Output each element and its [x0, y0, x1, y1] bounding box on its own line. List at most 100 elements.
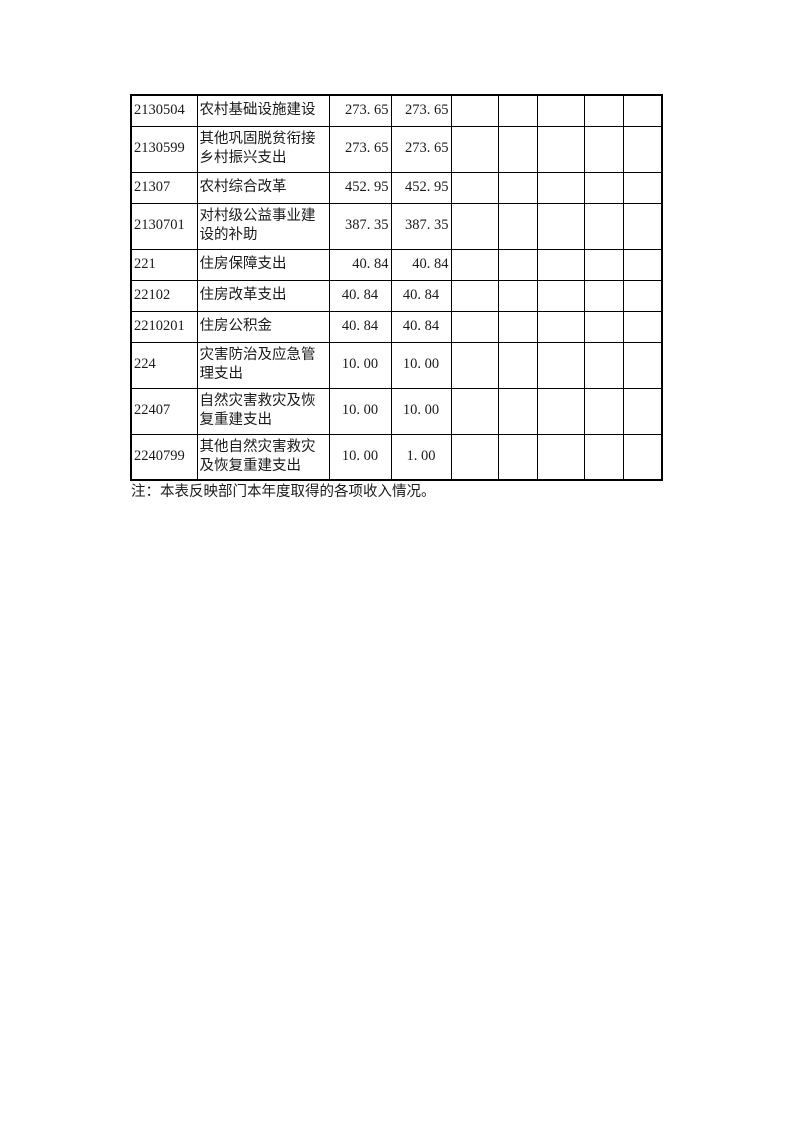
empty-cell: [536, 433, 585, 481]
empty-cell: [583, 202, 624, 250]
row-code: 22407: [130, 387, 198, 435]
empty-cell: [583, 310, 624, 343]
empty-cell: [536, 341, 585, 389]
empty-cell: [450, 310, 499, 343]
income-table-body: 2130504 农村基础设施建设 273. 65 273. 65 2130599 其他巩固…: [130, 94, 663, 481]
table-row: 2130701 对村级公益事业建设的补助 387. 35 387. 35: [130, 202, 663, 250]
row-name: 其他自然灾害救灾及恢复重建支出: [196, 433, 330, 481]
row-value: 40. 84: [390, 248, 452, 281]
empty-cell: [450, 387, 499, 435]
empty-cell: [497, 310, 538, 343]
row-code: 221: [130, 248, 198, 281]
row-name: 自然灾害救灾及恢复重建支出: [196, 387, 330, 435]
empty-cell: [622, 94, 663, 127]
empty-cell: [622, 202, 663, 250]
empty-cell: [622, 387, 663, 435]
row-value: 40. 84: [328, 310, 392, 343]
empty-cell: [583, 171, 624, 204]
empty-cell: [583, 94, 624, 127]
empty-cell: [450, 94, 499, 127]
empty-cell: [497, 248, 538, 281]
row-value: 273. 65: [390, 94, 452, 127]
row-value: 40. 84: [328, 248, 392, 281]
empty-cell: [450, 248, 499, 281]
table-row: 224 灾害防治及应急管理支出 10. 00 10. 00: [130, 341, 663, 389]
row-value: 452. 95: [328, 171, 392, 204]
row-code: 2240799: [130, 433, 198, 481]
empty-cell: [450, 125, 499, 173]
empty-cell: [497, 202, 538, 250]
row-name: 其他巩固脱贫衔接乡村振兴支出: [196, 125, 330, 173]
empty-cell: [536, 310, 585, 343]
empty-cell: [450, 279, 499, 312]
row-value: 1. 00: [390, 433, 452, 481]
empty-cell: [536, 248, 585, 281]
empty-cell: [583, 387, 624, 435]
empty-cell: [622, 171, 663, 204]
empty-cell: [450, 202, 499, 250]
table-row: 2210201 住房公积金 40. 84 40. 84: [130, 310, 663, 343]
row-name: 灾害防治及应急管理支出: [196, 341, 330, 389]
row-name: 住房公积金: [196, 310, 330, 343]
table-footnote: 注：本表反映部门本年度取得的各项收入情况。: [131, 484, 436, 500]
row-code: 2210201: [130, 310, 198, 343]
row-value: 40. 84: [328, 279, 392, 312]
row-name: 农村基础设施建设: [196, 94, 330, 127]
empty-cell: [622, 125, 663, 173]
empty-cell: [536, 171, 585, 204]
row-value: 10. 00: [390, 341, 452, 389]
empty-cell: [622, 310, 663, 343]
table-row: 22102 住房改革支出 40. 84 40. 84: [130, 279, 663, 312]
row-value: 273. 65: [328, 125, 392, 173]
empty-cell: [583, 248, 624, 281]
empty-cell: [450, 171, 499, 204]
empty-cell: [536, 387, 585, 435]
row-code: 21307: [130, 171, 198, 204]
row-value: 10. 00: [328, 433, 392, 481]
row-code: 22102: [130, 279, 198, 312]
empty-cell: [497, 125, 538, 173]
row-code: 2130701: [130, 202, 198, 250]
income-table: 2130504 农村基础设施建设 273. 65 273. 65 2130599 其他巩固…: [130, 94, 663, 481]
row-value: 40. 84: [390, 279, 452, 312]
table-row: 21307 农村综合改革 452. 95 452. 95: [130, 171, 663, 204]
empty-cell: [583, 433, 624, 481]
table-row: 2130599 其他巩固脱贫衔接乡村振兴支出 273. 65 273. 65: [130, 125, 663, 173]
empty-cell: [536, 125, 585, 173]
row-code: 224: [130, 341, 198, 389]
row-code: 2130599: [130, 125, 198, 173]
empty-cell: [583, 341, 624, 389]
row-value: 387. 35: [390, 202, 452, 250]
table-row: 2130504 农村基础设施建设 273. 65 273. 65: [130, 94, 663, 127]
row-value: 10. 00: [390, 387, 452, 435]
row-name: 住房改革支出: [196, 279, 330, 312]
empty-cell: [450, 433, 499, 481]
empty-cell: [497, 279, 538, 312]
empty-cell: [583, 279, 624, 312]
empty-cell: [622, 279, 663, 312]
empty-cell: [497, 94, 538, 127]
empty-cell: [622, 341, 663, 389]
table-row: 2240799 其他自然灾害救灾及恢复重建支出 10. 00 1. 00: [130, 433, 663, 481]
empty-cell: [497, 341, 538, 389]
row-value: 387. 35: [328, 202, 392, 250]
empty-cell: [450, 341, 499, 389]
empty-cell: [497, 433, 538, 481]
empty-cell: [497, 171, 538, 204]
table-row: 22407 自然灾害救灾及恢复重建支出 10. 00 10. 00: [130, 387, 663, 435]
empty-cell: [536, 94, 585, 127]
empty-cell: [622, 248, 663, 281]
empty-cell: [622, 433, 663, 481]
row-value: 10. 00: [328, 387, 392, 435]
row-value: 452. 95: [390, 171, 452, 204]
empty-cell: [497, 387, 538, 435]
empty-cell: [536, 202, 585, 250]
row-code: 2130504: [130, 94, 198, 127]
row-name: 住房保障支出: [196, 248, 330, 281]
row-value: 10. 00: [328, 341, 392, 389]
empty-cell: [583, 125, 624, 173]
row-name: 农村综合改革: [196, 171, 330, 204]
table-row: 221 住房保障支出 40. 84 40. 84: [130, 248, 663, 281]
row-value: 40. 84: [390, 310, 452, 343]
